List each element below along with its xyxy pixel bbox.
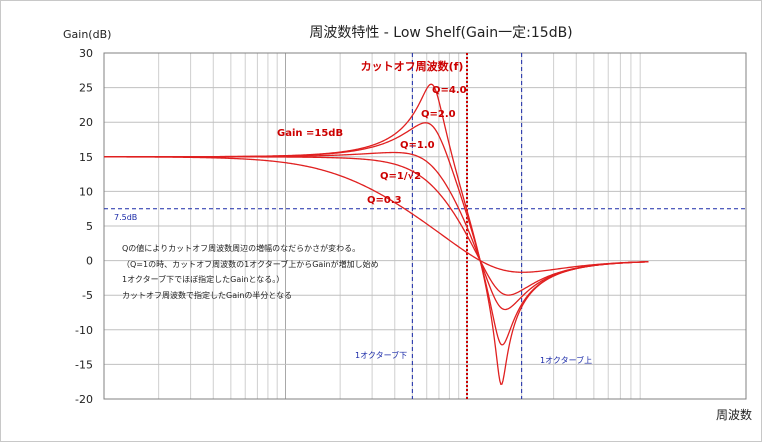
y-tick-label: 25 bbox=[79, 82, 93, 95]
y-axis-label: Gain(dB) bbox=[63, 28, 111, 41]
series-line-2 bbox=[104, 151, 649, 311]
y-tick-label: 15 bbox=[79, 151, 93, 164]
axes: 30 25 20 15 10 5 0 -5 -10 -15 -20 bbox=[75, 47, 747, 406]
half-gain-label: 7.5dB bbox=[114, 213, 137, 222]
plot-border bbox=[103, 52, 747, 400]
series-line-0 bbox=[104, 83, 649, 386]
series-label-q2: Q=2.0 bbox=[421, 109, 456, 120]
annotation-line-4: カットオフ周波数で指定したGainの半分となる bbox=[122, 290, 292, 300]
series-label-q4: Q=4.0 bbox=[432, 85, 467, 96]
chart-text: 周波数特性 - Low Shelf(Gain一定:15dB) Gain(dB) … bbox=[63, 25, 752, 422]
gain-label: Gain =15dB bbox=[277, 128, 343, 139]
annotation-line-3: 1オクターブ下でほぼ指定したGainとなる。） bbox=[122, 274, 284, 284]
grid bbox=[103, 52, 746, 400]
x-axis-label: 周波数 bbox=[716, 407, 752, 422]
octave-below-label: 1オクターブ下 bbox=[355, 350, 407, 360]
annotation-line-2: （Q=1の時、カットオフ周波数の1オクターブ上からGainが増加し始め bbox=[122, 259, 379, 269]
chart-title: 周波数特性 - Low Shelf(Gain一定:15dB) bbox=[309, 25, 572, 41]
y-tick-label: -10 bbox=[75, 324, 93, 337]
y-tick-label: 10 bbox=[79, 185, 93, 198]
y-tick-label: 20 bbox=[79, 116, 93, 129]
series-label-q0-3: Q=0.3 bbox=[367, 195, 402, 206]
y-tick-label: 30 bbox=[79, 47, 93, 60]
series-curves bbox=[103, 83, 649, 386]
series-line-1 bbox=[104, 122, 649, 346]
annotation-line-1: Qの値によりカットオフ周波数周辺の増幅のなだらかさが変わる。 bbox=[122, 243, 360, 253]
y-tick-label: -15 bbox=[75, 358, 93, 371]
y-tick-label: -5 bbox=[82, 289, 93, 302]
series-line-4 bbox=[103, 156, 649, 273]
y-tick-label: 0 bbox=[86, 255, 93, 268]
cutoff-frequency-label: カットオフ周波数(f) bbox=[361, 59, 464, 73]
series-label-q1: Q=1.0 bbox=[400, 140, 435, 151]
series-label-q-root-half: Q=1/√2 bbox=[380, 170, 421, 182]
octave-above-label: 1オクターブ上 bbox=[540, 355, 592, 365]
y-tick-label: -20 bbox=[75, 393, 93, 406]
y-tick-label: 5 bbox=[86, 220, 93, 233]
